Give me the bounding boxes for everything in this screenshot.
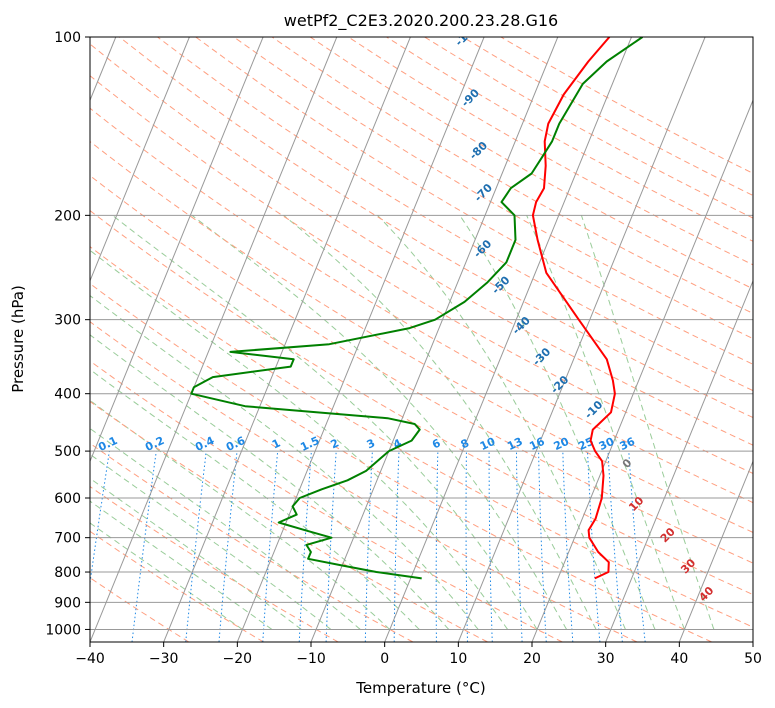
dewpoint-line bbox=[190, 37, 644, 580]
y-tick-label: 500 bbox=[54, 444, 81, 460]
isotherm-line bbox=[163, 37, 411, 642]
plot-frame bbox=[89, 36, 754, 643]
isotherm-line bbox=[457, 37, 706, 642]
y-tick-label: 100 bbox=[54, 30, 81, 46]
isotherm-line bbox=[90, 37, 264, 463]
x-tick-label: −40 bbox=[75, 651, 105, 667]
dry-adiabat-line bbox=[90, 400, 488, 642]
dry-adiabat-line bbox=[90, 209, 753, 596]
dry-adiabat-line bbox=[90, 107, 753, 504]
dry-adiabat-line bbox=[90, 360, 563, 642]
x-axis-label: Temperature (°C) bbox=[355, 679, 485, 697]
x-tick-label: 20 bbox=[523, 651, 541, 667]
mixing-ratio-line bbox=[628, 451, 646, 642]
mixing-ratio-label: 36 bbox=[618, 435, 638, 453]
y-tick-label: 1000 bbox=[45, 622, 81, 638]
dry-adiabat-line bbox=[90, 282, 712, 642]
isotherm-line bbox=[384, 37, 632, 642]
mixing-ratio-line bbox=[90, 451, 110, 587]
dry-adiabat-line bbox=[90, 75, 753, 475]
y-tick-label: 900 bbox=[54, 595, 81, 611]
x-tick-label: 0 bbox=[380, 651, 389, 667]
isotherm-line bbox=[90, 37, 190, 283]
isobar-grid-lines bbox=[90, 37, 753, 630]
mixing-ratio-line bbox=[262, 451, 279, 642]
dry-adiabat-line bbox=[90, 175, 753, 564]
y-axis-ticks: 100 200 300 400 500 600 700 800 900 1000 bbox=[45, 30, 90, 638]
dry-adiabat-label: -100 bbox=[453, 20, 482, 49]
chart-title: wetPf2_C2E3.2020.200.23.28.G16 bbox=[284, 11, 558, 31]
mixing-ratio-label: 20 bbox=[552, 435, 572, 453]
dry-adiabat-line bbox=[90, 485, 339, 642]
x-tick-label: 30 bbox=[597, 651, 615, 667]
mixing-ratio-label: 10 bbox=[478, 435, 498, 453]
isotherm-line bbox=[605, 279, 753, 642]
mixing-ratio-line bbox=[607, 451, 623, 642]
x-tick-label: −10 bbox=[296, 651, 326, 667]
dry-adiabat-line bbox=[309, 37, 753, 290]
moist-adiabat-line bbox=[526, 215, 685, 630]
moist-adiabat-line bbox=[90, 477, 302, 630]
mixing-ratio-label: 16 bbox=[527, 435, 547, 453]
y-tick-label: 800 bbox=[54, 565, 81, 581]
dry-adiabat-line bbox=[157, 37, 753, 392]
x-tick-label: 40 bbox=[670, 651, 688, 667]
isotherm-line bbox=[310, 37, 559, 642]
dry-adiabat-line bbox=[271, 37, 753, 314]
dry-adiabat-line bbox=[195, 37, 753, 365]
y-tick-label: 400 bbox=[54, 387, 81, 403]
dry-adiabat-line bbox=[90, 246, 753, 628]
y-axis-label: Pressure (hPa) bbox=[9, 285, 27, 393]
y-tick-label: 300 bbox=[54, 313, 81, 329]
isotherm-line bbox=[90, 37, 338, 642]
x-tick-label: −30 bbox=[149, 651, 179, 667]
mixing-ratio-label: 30 bbox=[597, 435, 617, 453]
profile-lines bbox=[190, 37, 644, 580]
y-tick-label: 200 bbox=[54, 208, 81, 224]
x-tick-label: 10 bbox=[449, 651, 467, 667]
moist-adiabat-line bbox=[283, 214, 597, 630]
x-axis-ticks: −40 −30 −20 −10 0 10 20 30 40 50 bbox=[75, 642, 762, 667]
x-tick-label: −20 bbox=[223, 651, 253, 667]
mixing-ratio-line bbox=[185, 451, 207, 642]
mixing-ratio-label: 13 bbox=[505, 435, 524, 453]
dry-adiabat-line bbox=[90, 530, 264, 642]
mixing-ratio-line bbox=[218, 451, 238, 642]
y-tick-label: 700 bbox=[54, 531, 81, 547]
isotherm-line bbox=[236, 37, 485, 642]
temperature-line bbox=[531, 37, 616, 580]
x-tick-label: 50 bbox=[744, 651, 762, 667]
isotherm-grid-lines bbox=[90, 37, 753, 642]
isotherm-line bbox=[531, 98, 753, 642]
moist-adiabat-line bbox=[90, 500, 273, 630]
y-tick-label: 600 bbox=[54, 491, 81, 507]
moist-adiabat-line bbox=[90, 522, 243, 630]
isotherm-line bbox=[678, 460, 753, 642]
dry-adiabat-line bbox=[90, 321, 638, 642]
